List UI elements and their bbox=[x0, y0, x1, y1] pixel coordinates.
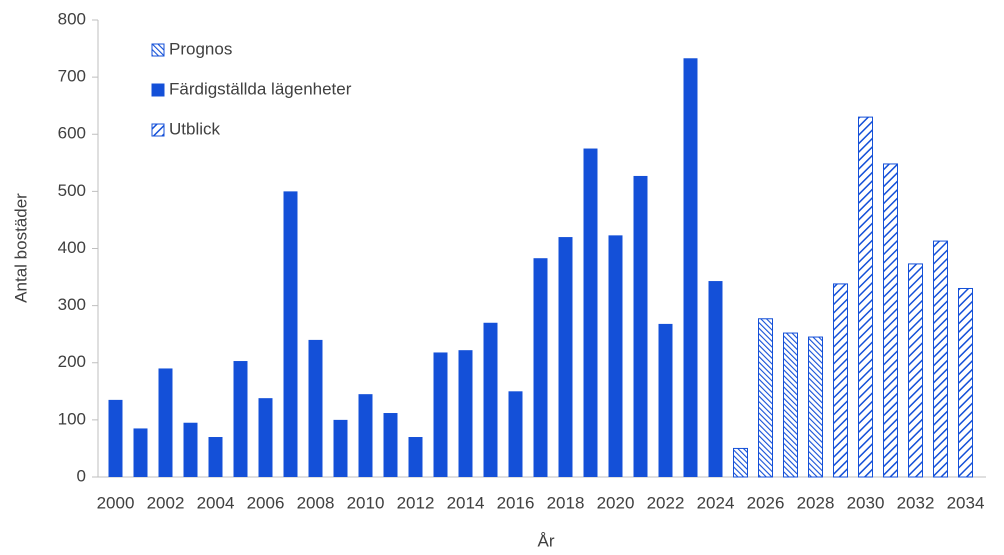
y-tick-label: 100 bbox=[58, 409, 86, 428]
bar bbox=[433, 352, 448, 477]
legend-label: Färdigställda lägenheter bbox=[169, 79, 352, 98]
x-tick-label: 2020 bbox=[597, 493, 635, 512]
bar bbox=[133, 428, 148, 477]
bar bbox=[958, 287, 973, 478]
y-tick-label: 800 bbox=[58, 9, 86, 28]
x-tick-label: 2032 bbox=[897, 493, 935, 512]
x-tick-label: 2026 bbox=[747, 493, 785, 512]
bar bbox=[708, 281, 723, 477]
x-tick-label: 2008 bbox=[297, 493, 335, 512]
bar bbox=[558, 237, 573, 477]
bar bbox=[508, 391, 523, 477]
x-tick-label: 2016 bbox=[497, 493, 535, 512]
y-axis-label: Antal bostäder bbox=[11, 193, 30, 303]
legend-label: Prognos bbox=[169, 39, 232, 58]
bar bbox=[183, 422, 198, 477]
y-tick-label: 600 bbox=[58, 124, 86, 143]
x-tick-label: 2034 bbox=[947, 493, 985, 512]
x-tick-label: 2018 bbox=[547, 493, 585, 512]
y-tick-label: 500 bbox=[58, 181, 86, 200]
bar bbox=[733, 447, 748, 478]
x-tick-label: 2002 bbox=[147, 493, 185, 512]
bar bbox=[633, 175, 648, 478]
bar bbox=[858, 116, 873, 478]
bar bbox=[683, 58, 698, 478]
y-tick-label: 200 bbox=[58, 352, 86, 371]
bar bbox=[933, 240, 948, 478]
bar bbox=[908, 263, 923, 478]
legend-label: Utblick bbox=[169, 119, 221, 138]
bar bbox=[408, 437, 423, 477]
x-tick-label: 2000 bbox=[97, 493, 135, 512]
y-tick-label: 0 bbox=[77, 466, 86, 485]
bar bbox=[483, 322, 498, 477]
bar bbox=[108, 399, 123, 477]
bar bbox=[783, 332, 798, 478]
bar bbox=[383, 413, 398, 477]
legend-swatch bbox=[151, 83, 165, 97]
bar bbox=[208, 437, 223, 477]
x-tick-label: 2030 bbox=[847, 493, 885, 512]
bar bbox=[758, 318, 773, 478]
bar bbox=[583, 148, 598, 477]
y-tick-label: 400 bbox=[58, 238, 86, 257]
x-tick-label: 2024 bbox=[697, 493, 735, 512]
bar bbox=[533, 258, 548, 477]
bar bbox=[308, 339, 323, 477]
bar bbox=[358, 394, 373, 477]
bar bbox=[608, 235, 623, 477]
x-tick-label: 2004 bbox=[197, 493, 235, 512]
bar bbox=[658, 323, 673, 477]
bar bbox=[258, 398, 273, 477]
bar bbox=[333, 419, 348, 477]
bar bbox=[233, 361, 248, 477]
x-tick-label: 2006 bbox=[247, 493, 285, 512]
bar bbox=[158, 368, 173, 477]
x-tick-label: 2028 bbox=[797, 493, 835, 512]
bar bbox=[833, 283, 848, 478]
x-axis-label: År bbox=[538, 531, 555, 550]
y-tick-label: 700 bbox=[58, 67, 86, 86]
legend-swatch bbox=[151, 123, 165, 137]
legend-swatch bbox=[151, 43, 165, 57]
x-tick-label: 2014 bbox=[447, 493, 485, 512]
x-tick-label: 2010 bbox=[347, 493, 385, 512]
bar bbox=[283, 191, 298, 477]
y-tick-label: 300 bbox=[58, 295, 86, 314]
bar bbox=[458, 350, 473, 477]
bar bbox=[883, 163, 898, 478]
x-tick-label: 2022 bbox=[647, 493, 685, 512]
bar bbox=[808, 336, 823, 478]
x-tick-label: 2012 bbox=[397, 493, 435, 512]
